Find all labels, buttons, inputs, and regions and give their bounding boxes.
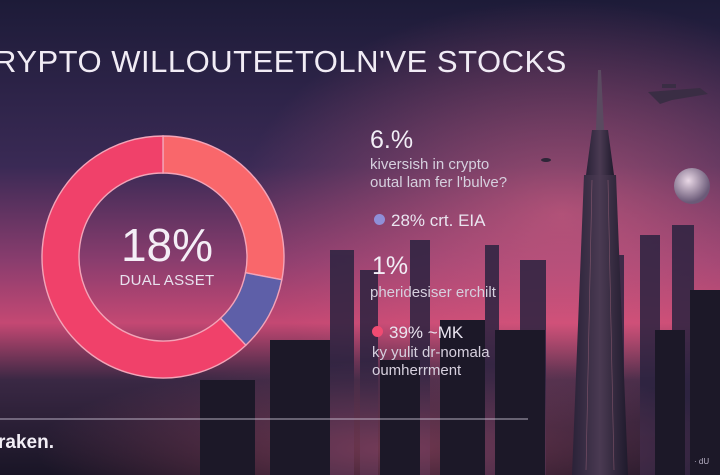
stat-3-line-1: pheridesiser erchilt [370,284,496,301]
stat-4-dot [372,326,383,337]
stat-2: 28% crt. EIA [374,211,486,231]
donut-chart [41,135,285,379]
stat-4: 39% ~MK [372,323,463,343]
stat-2-dot [374,214,385,225]
donut-center-label: DUAL ASSET [119,272,215,289]
stat-2-value: 28% [391,211,426,230]
stat-3-value: 1% [372,252,409,280]
stat-4-suffix: ~MK [427,323,464,342]
stat-1-value: 6.% [370,126,414,154]
stat-4-value: 39% [389,323,424,342]
stat-4-line-2: oumherrment [372,362,462,379]
stat-1-line-1: kiversish in crypto [370,156,490,173]
donut-slice-3 [41,135,247,379]
stat-4-line-1: ky yulit dr-nomala [372,344,490,361]
donut-center-value: 18% [120,219,214,271]
watermark: · dU [694,457,710,466]
stat-1-line-2: outal lam fer l'bulve? [370,174,508,191]
stat-2-suffix: crt. EIA [429,211,486,230]
page-title: RYPTO WILLOUTEETOLN'VE STOCKS [0,44,567,79]
brand-logo-text: raken. [0,432,54,453]
